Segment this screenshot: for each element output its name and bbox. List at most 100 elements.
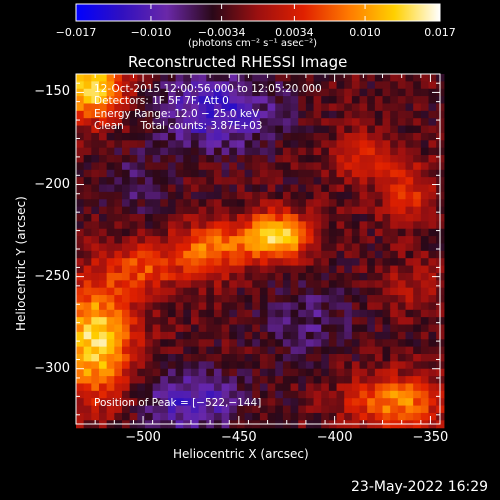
heatmap-cell (413, 368, 422, 377)
heatmap-cell (198, 412, 207, 421)
heatmap-cell (397, 199, 407, 208)
heatmap-cell (106, 214, 115, 222)
heatmap-cell (374, 184, 384, 193)
heatmap-cell (144, 132, 154, 141)
heatmap-cell (367, 309, 376, 318)
heatmap-cell (83, 191, 92, 200)
heatmap-cell (129, 199, 138, 208)
heatmap-cell (213, 398, 223, 407)
heatmap-cell (420, 258, 430, 267)
heatmap-cell (106, 265, 115, 274)
heatmap-cell (152, 74, 161, 82)
heatmap-cell (275, 214, 284, 222)
heatmap-cell (175, 184, 184, 193)
heatmap-cell (229, 214, 238, 222)
heatmap-cell (374, 118, 384, 127)
heatmap-cell (236, 162, 246, 171)
heatmap-cell (313, 228, 322, 237)
heatmap-cell (420, 331, 430, 340)
heatmap-cell (351, 339, 361, 348)
heatmap-cell (275, 412, 284, 421)
heatmap-cell (344, 280, 353, 289)
heatmap-cell (428, 376, 437, 385)
heatmap-cell (397, 221, 407, 230)
heatmap-cell (305, 272, 315, 281)
heatmap-cell (198, 88, 207, 97)
heatmap-cell (98, 169, 108, 178)
heatmap-cell (137, 132, 146, 141)
heatmap-cell (390, 81, 399, 90)
heatmap-cell (236, 81, 246, 90)
heatmap-cell (175, 405, 184, 414)
heatmap-cell (83, 361, 92, 370)
heatmap-cell (91, 221, 100, 230)
heatmap-cell (252, 169, 261, 178)
heatmap-cell (267, 258, 276, 267)
heatmap-cell (76, 368, 85, 377)
heatmap-cell (259, 302, 269, 311)
heatmap-cell (221, 243, 230, 252)
heatmap-cell (420, 412, 430, 421)
heatmap-cell (275, 110, 284, 119)
heatmap-cell (405, 147, 414, 156)
heatmap-cell (160, 280, 169, 289)
heatmap-cell (259, 317, 269, 326)
heatmap-cell (405, 191, 414, 200)
x-tick-label: −500 (125, 430, 161, 445)
heatmap-cell (175, 376, 184, 385)
heatmap-cell (359, 236, 368, 245)
heatmap-cell (259, 191, 269, 200)
heatmap-cell (236, 405, 246, 414)
heatmap-cell (144, 317, 154, 326)
heatmap-cell (76, 339, 85, 348)
heatmap-cell (183, 81, 192, 90)
heatmap-cell (190, 280, 200, 289)
heatmap-cell (76, 376, 85, 385)
heatmap-cell (382, 103, 391, 112)
heatmap-cell (305, 177, 315, 186)
heatmap-cell (129, 339, 138, 348)
heatmap-cell (275, 206, 284, 215)
heatmap-cell (160, 354, 169, 362)
heatmap-cell (282, 228, 292, 237)
heatmap-cell (367, 162, 376, 171)
heatmap-cell (390, 125, 399, 134)
heatmap-cell (129, 390, 138, 399)
heatmap-cell (252, 162, 261, 171)
heatmap-cell (367, 155, 376, 164)
heatmap-cell (328, 405, 338, 414)
heatmap-cell (129, 147, 138, 156)
heatmap-cell (160, 184, 169, 193)
heatmap-cell (190, 398, 200, 407)
heatmap-cell (76, 206, 85, 215)
heatmap-cell (190, 361, 200, 370)
heatmap-cell (397, 412, 407, 421)
heatmap-cell (328, 346, 338, 355)
heatmap-cell (336, 125, 345, 134)
heatmap-cell (390, 162, 399, 171)
heatmap-cell (83, 147, 92, 156)
heatmap-cell (114, 96, 123, 105)
heatmap-cell (91, 140, 100, 149)
heatmap-cell (167, 412, 177, 421)
heatmap-cell (183, 376, 192, 385)
heatmap-cell (382, 317, 391, 326)
heatmap-cell (152, 331, 161, 340)
heatmap-cell (137, 155, 146, 164)
heatmap-cell (413, 361, 422, 370)
heatmap-cell (160, 96, 169, 105)
heatmap-cell (160, 221, 169, 230)
heatmap-cell (298, 331, 307, 340)
heatmap-cell (374, 132, 384, 141)
heatmap-cell (152, 346, 161, 355)
heatmap-cell (76, 191, 85, 200)
heatmap-cell (298, 295, 307, 304)
heatmap-cell (229, 368, 238, 377)
heatmap-cell (206, 125, 215, 134)
heatmap-cell (259, 309, 269, 318)
heatmap-cell (290, 236, 299, 245)
heatmap-cell (114, 243, 123, 252)
heatmap-cell (374, 295, 384, 304)
heatmap-cell (206, 317, 215, 326)
heatmap-cell (390, 155, 399, 164)
